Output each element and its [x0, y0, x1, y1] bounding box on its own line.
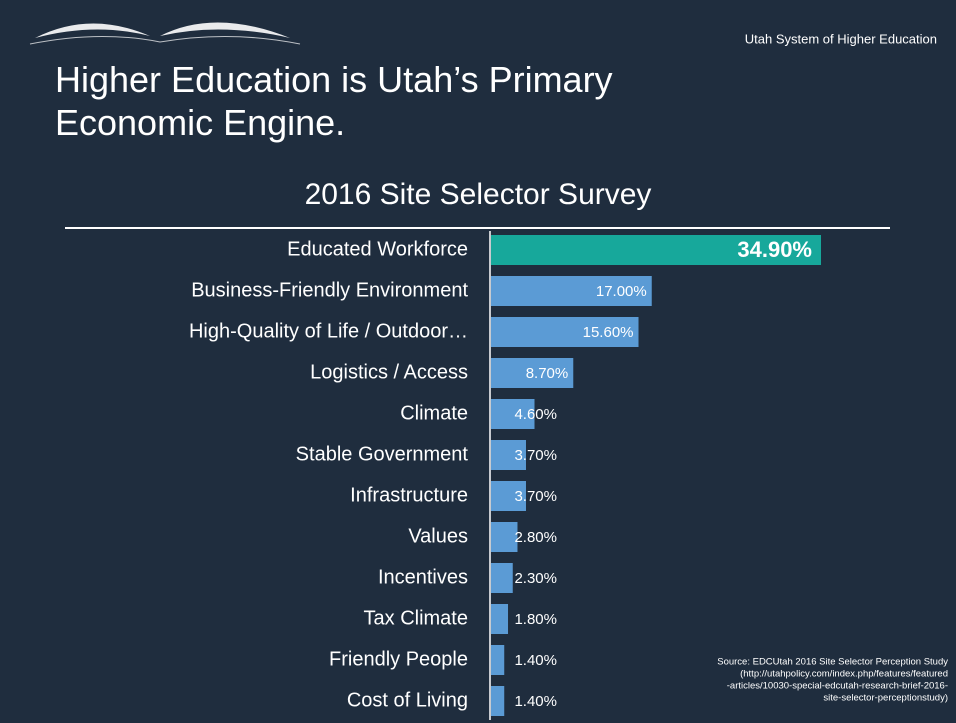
category-label: Tax Climate — [364, 607, 468, 629]
bar — [491, 686, 505, 716]
category-label: Values — [408, 525, 468, 547]
value-label: 1.40% — [514, 693, 557, 710]
category-label: Stable Government — [296, 443, 469, 465]
chart-title: 2016 Site Selector Survey — [305, 178, 652, 211]
value-label: 15.60% — [583, 324, 634, 341]
header: Utah System of Higher Education — [745, 31, 937, 46]
value-label: 2.80% — [514, 529, 557, 546]
bar — [491, 358, 574, 388]
value-label: 1.40% — [514, 652, 557, 669]
category-label: Educated Workforce — [287, 238, 468, 260]
bar — [491, 563, 513, 593]
value-label: 3.70% — [514, 447, 557, 464]
slide-title: Higher Education is Utah’s Primary Econom… — [55, 59, 613, 143]
value-label: 34.90% — [737, 237, 812, 262]
value-label: 3.70% — [514, 488, 557, 505]
bar — [491, 235, 821, 265]
bar — [491, 604, 509, 634]
value-label: 17.00% — [596, 283, 647, 300]
bar — [491, 645, 505, 675]
category-label: High-Quality of Life / Outdoor… — [189, 320, 468, 342]
category-label: Business-Friendly Environment — [191, 279, 468, 301]
category-label: Friendly People — [329, 648, 468, 670]
source-note: Source: EDCUtah 2016 Site Selector Perce… — [717, 657, 948, 668]
bar — [491, 276, 652, 306]
source-note: site-selector-perceptionstudy) — [823, 693, 948, 704]
value-label: 8.70% — [526, 365, 569, 382]
value-label: 1.80% — [514, 611, 557, 628]
bar — [491, 481, 526, 511]
category-label: Climate — [400, 402, 468, 424]
category-label: Incentives — [378, 566, 468, 588]
source-note: -articles/10030-special-edcutah-research… — [727, 681, 948, 692]
category-label: Infrastructure — [350, 484, 468, 506]
source-note: (http://utahpolicy.com/index.php/feature… — [740, 669, 948, 680]
bar — [491, 317, 639, 347]
value-label: 4.60% — [514, 406, 557, 423]
value-label: 2.30% — [514, 570, 557, 587]
category-label: Logistics / Access — [310, 361, 468, 383]
bar — [491, 522, 518, 552]
bar — [491, 399, 535, 429]
logo — [29, 22, 301, 45]
bar — [491, 440, 526, 470]
category-label: Cost of Living — [347, 689, 468, 711]
